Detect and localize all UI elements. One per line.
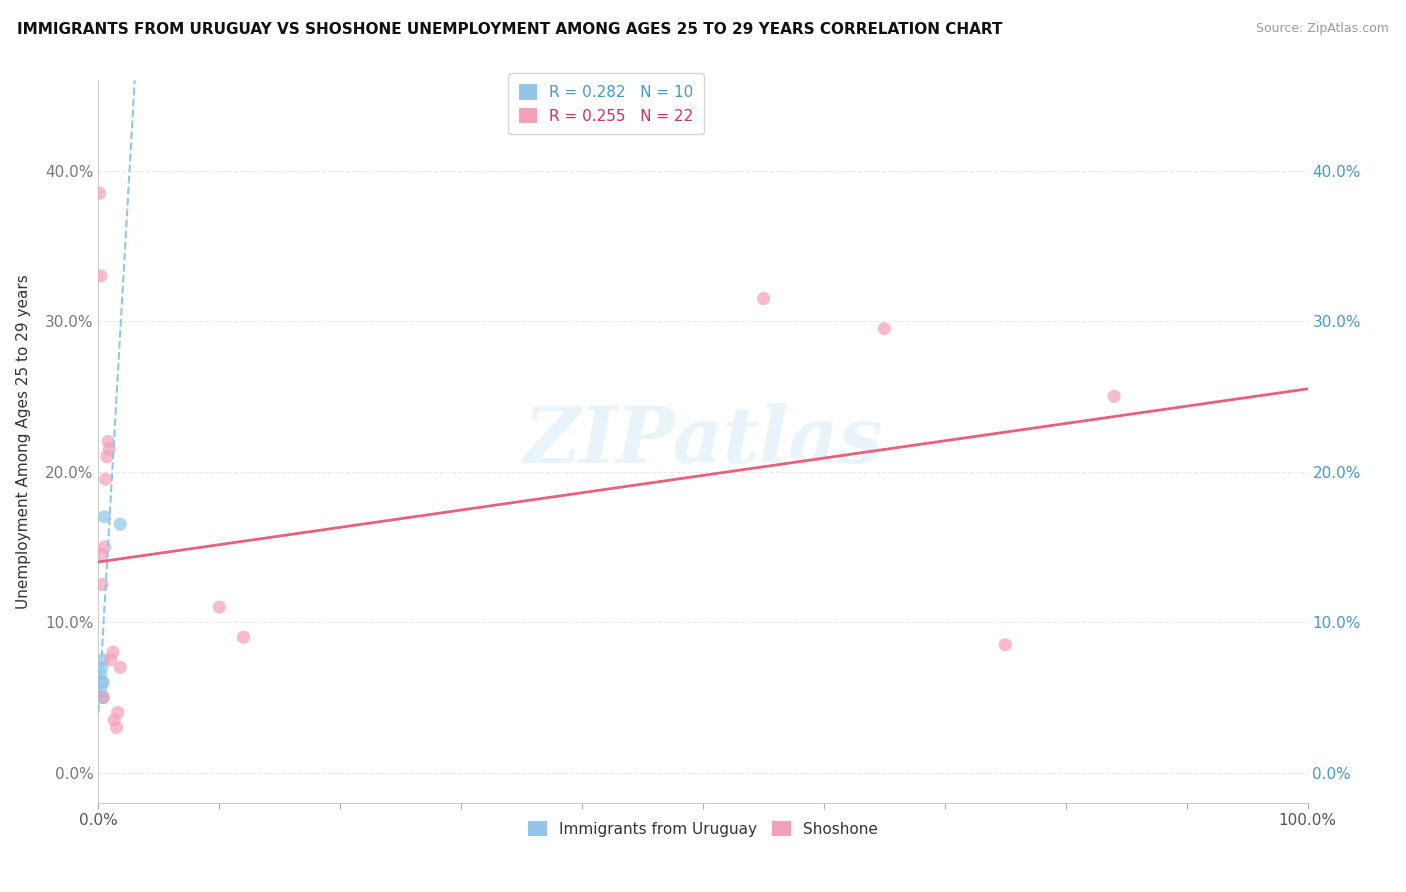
Point bbox=[103, 713, 125, 727]
Point bbox=[994, 638, 1017, 652]
Point bbox=[93, 509, 115, 524]
Point bbox=[93, 540, 115, 554]
Point bbox=[100, 653, 122, 667]
Point bbox=[91, 690, 114, 705]
Point bbox=[108, 517, 131, 532]
Point bbox=[91, 660, 114, 674]
Point bbox=[91, 675, 114, 690]
Text: IMMIGRANTS FROM URUGUAY VS SHOSHONE UNEMPLOYMENT AMONG AGES 25 TO 29 YEARS CORRE: IMMIGRANTS FROM URUGUAY VS SHOSHONE UNEM… bbox=[17, 22, 1002, 37]
Point bbox=[108, 660, 131, 674]
Point bbox=[232, 630, 254, 644]
Point bbox=[91, 675, 114, 690]
Point bbox=[105, 721, 128, 735]
Point bbox=[91, 690, 114, 705]
Point bbox=[752, 292, 775, 306]
Point bbox=[90, 682, 112, 697]
Point bbox=[97, 434, 120, 449]
Point bbox=[208, 600, 231, 615]
Point bbox=[90, 268, 112, 283]
Point bbox=[91, 577, 114, 591]
Point bbox=[107, 706, 129, 720]
Text: Source: ZipAtlas.com: Source: ZipAtlas.com bbox=[1256, 22, 1389, 36]
Point bbox=[91, 653, 114, 667]
Point bbox=[89, 186, 111, 201]
Point bbox=[91, 548, 114, 562]
Point bbox=[94, 472, 117, 486]
Legend: Immigrants from Uruguay, Shoshone: Immigrants from Uruguay, Shoshone bbox=[519, 812, 887, 846]
Point bbox=[98, 442, 121, 456]
Point bbox=[90, 668, 112, 682]
Text: ZIPatlas: ZIPatlas bbox=[523, 403, 883, 480]
Point bbox=[91, 690, 114, 705]
Point bbox=[96, 450, 118, 464]
Point bbox=[1102, 389, 1125, 403]
Y-axis label: Unemployment Among Ages 25 to 29 years: Unemployment Among Ages 25 to 29 years bbox=[17, 274, 31, 609]
Point bbox=[873, 321, 896, 335]
Point bbox=[101, 645, 124, 659]
